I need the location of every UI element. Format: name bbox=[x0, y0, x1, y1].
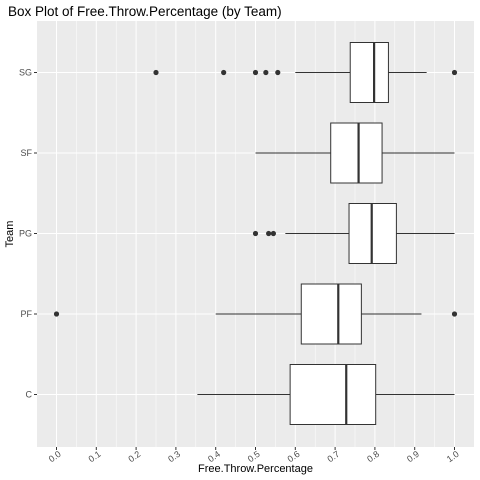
box-pg bbox=[252, 203, 455, 264]
box-iqr bbox=[300, 283, 362, 345]
x-tick-label: 0.5 bbox=[246, 449, 262, 464]
outlier-point bbox=[53, 311, 60, 317]
y-tick-label: PG bbox=[19, 229, 32, 239]
y-axis-title: Team bbox=[4, 221, 16, 248]
box-iqr bbox=[349, 42, 389, 103]
box-sf bbox=[255, 122, 455, 184]
box-iqr bbox=[289, 364, 377, 425]
x-tick-label: 1.0 bbox=[445, 449, 461, 464]
x-tick-label: 0.0 bbox=[47, 449, 63, 464]
x-axis-title: Free.Throw.Percentage bbox=[198, 463, 313, 475]
x-tick-label: 0.3 bbox=[166, 449, 182, 464]
x-tick-label: 0.9 bbox=[405, 449, 421, 464]
x-tick-label: 0.6 bbox=[286, 449, 302, 464]
outlier-point bbox=[252, 69, 259, 76]
boxes bbox=[53, 42, 458, 425]
y-axis-ticks: C PF PG SF SG bbox=[19, 68, 37, 400]
x-axis-ticks: 0.0 0.1 0.2 0.3 0.4 0.5 0.6 0.7 0.8 0.9 1.0 bbox=[47, 447, 461, 464]
x-tick-label: 0.8 bbox=[365, 449, 381, 464]
outlier-point bbox=[451, 69, 458, 76]
outlier-point bbox=[275, 69, 281, 76]
outlier-point bbox=[221, 69, 227, 76]
x-tick-label: 0.2 bbox=[126, 449, 142, 464]
outlier-point bbox=[263, 69, 269, 76]
outlier-point bbox=[451, 311, 458, 317]
y-tick-label: SG bbox=[19, 68, 32, 78]
box-pf bbox=[53, 283, 458, 345]
outlier-point bbox=[252, 230, 259, 237]
chart-title: Box Plot of Free.Throw.Percentage (by Te… bbox=[8, 4, 282, 19]
x-tick-label: 0.1 bbox=[87, 449, 103, 464]
box-c bbox=[197, 364, 455, 425]
y-tick-label: SF bbox=[20, 148, 32, 158]
box-sg bbox=[153, 42, 458, 103]
y-tick-label: C bbox=[26, 390, 33, 400]
outlier-point bbox=[266, 230, 272, 237]
outlier-point bbox=[153, 69, 159, 76]
box-iqr bbox=[330, 122, 383, 184]
outlier-point bbox=[270, 230, 277, 237]
x-tick-label: 0.4 bbox=[206, 449, 222, 464]
x-tick-label: 0.7 bbox=[325, 449, 341, 464]
y-tick-label: PF bbox=[20, 309, 32, 319]
